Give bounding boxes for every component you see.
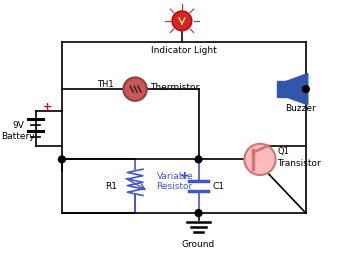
Text: Transistor: Transistor: [277, 159, 321, 168]
Circle shape: [303, 86, 309, 93]
Polygon shape: [286, 73, 308, 105]
Text: Variable
Resistor: Variable Resistor: [156, 172, 193, 191]
Text: R1: R1: [105, 182, 118, 191]
Circle shape: [172, 11, 192, 31]
Circle shape: [58, 156, 65, 163]
Text: 9V
Battery: 9V Battery: [1, 122, 35, 141]
Circle shape: [195, 156, 202, 163]
Text: Buzzer: Buzzer: [286, 104, 316, 113]
Circle shape: [123, 77, 147, 101]
Text: Thermistor: Thermistor: [150, 83, 199, 92]
Bar: [276, 81, 286, 97]
Text: Ground: Ground: [182, 240, 215, 249]
Text: +: +: [180, 171, 189, 181]
Circle shape: [195, 210, 202, 217]
Text: Indicator Light: Indicator Light: [151, 46, 217, 55]
Text: C1: C1: [212, 182, 224, 191]
Text: Q1: Q1: [277, 147, 289, 156]
Text: TH1: TH1: [97, 80, 114, 89]
Circle shape: [244, 144, 276, 175]
Text: +: +: [42, 102, 52, 112]
